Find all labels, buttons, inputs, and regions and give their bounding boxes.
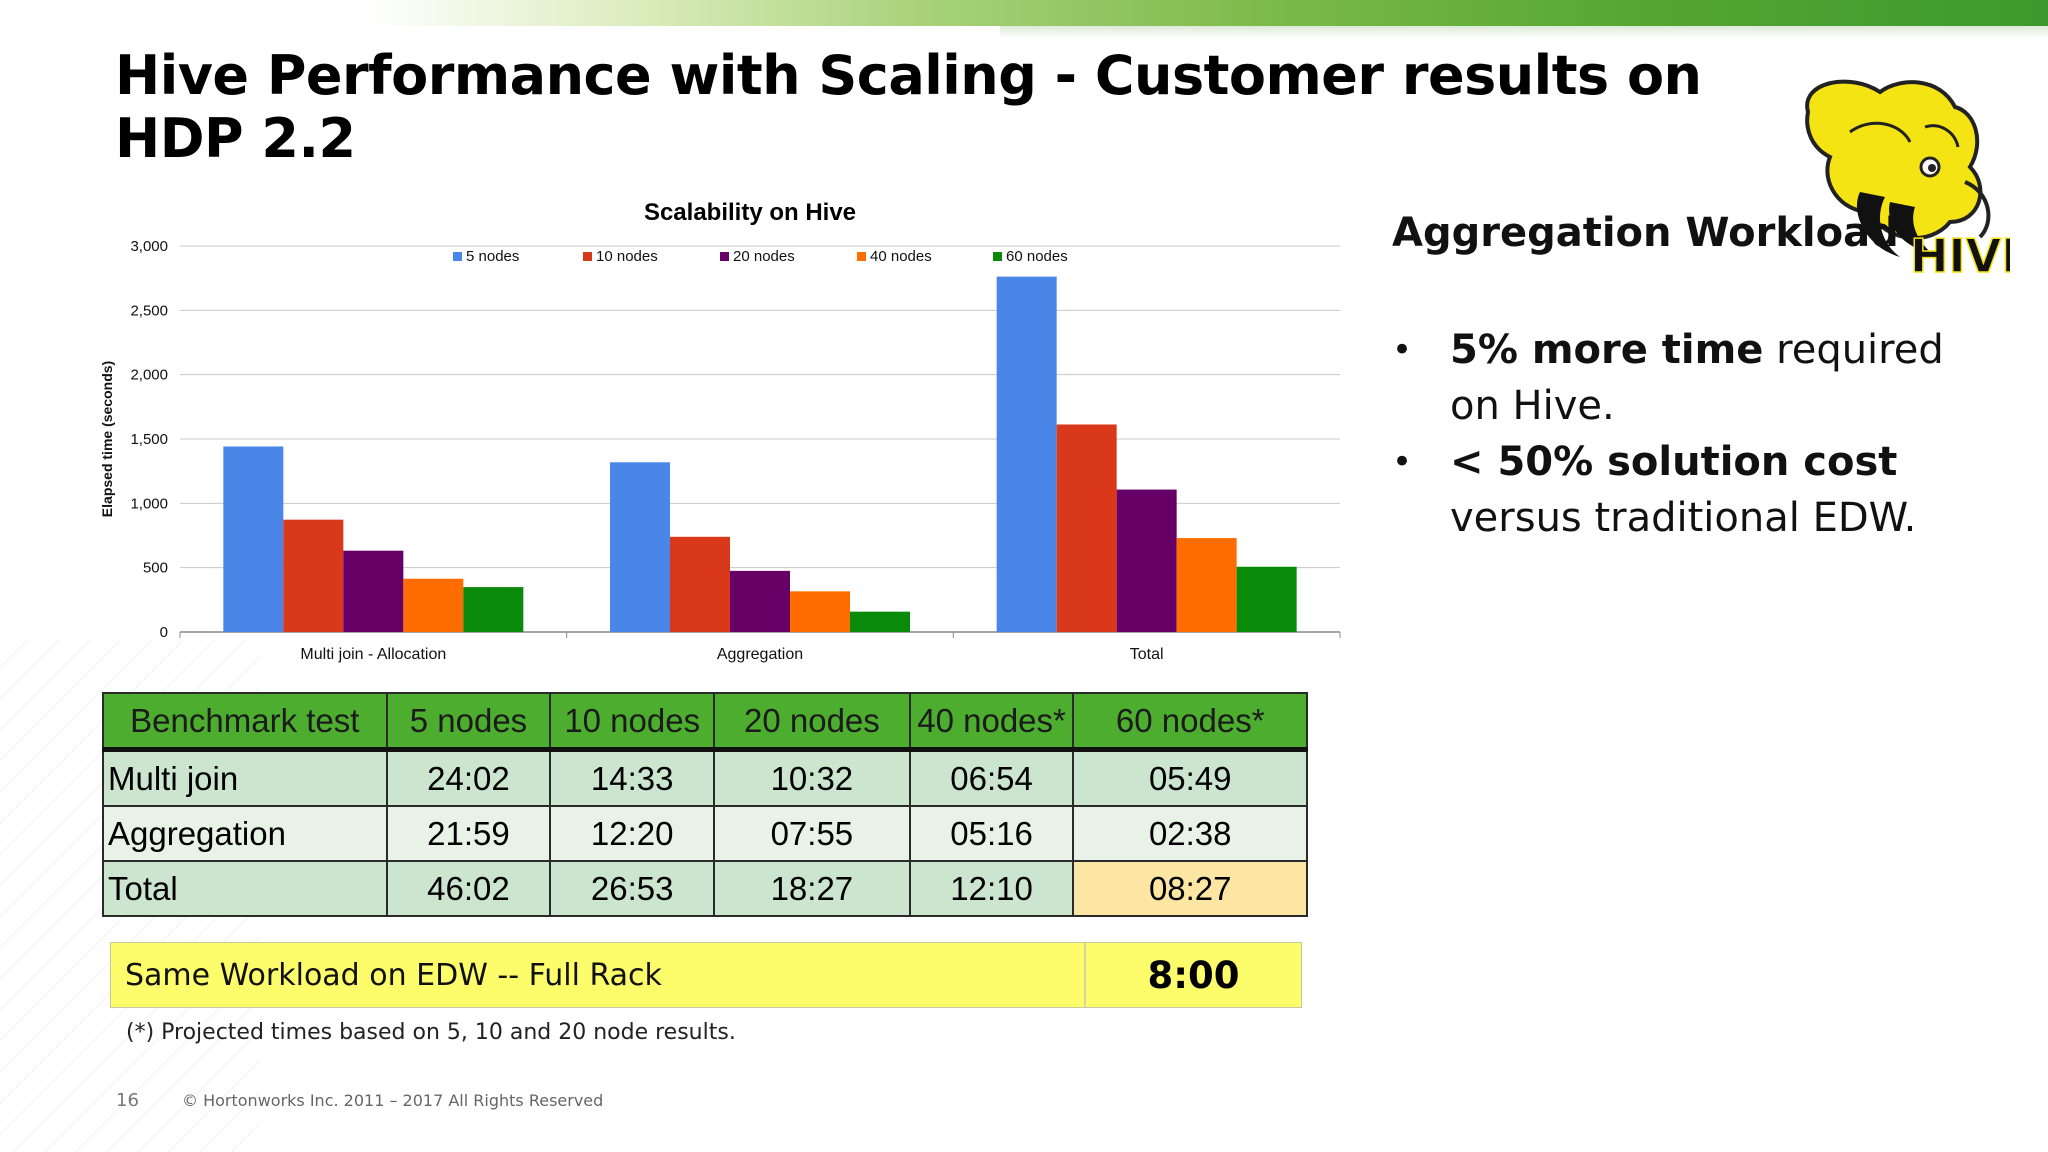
y-axis-label: Elapsed time (seconds) <box>99 361 115 517</box>
hive-logo: HIVE <box>1805 79 2010 282</box>
table-cell: 14:33 <box>549 748 716 807</box>
bullet-item: • < 50% solution cost versus traditional … <box>1392 434 1992 546</box>
legend-label: 60 nodes <box>1006 248 1068 265</box>
table-header-cell: 60 nodes* <box>1072 692 1308 752</box>
table-cell: 07:55 <box>713 805 911 862</box>
page-number: 16 <box>116 1090 139 1111</box>
workload-bullets: • 5% more time required on Hive. • < 50% s… <box>1392 322 1992 546</box>
table-cell: 05:16 <box>908 805 1075 862</box>
bullet-text: versus traditional EDW. <box>1450 495 1917 541</box>
table-cell: 21:59 <box>385 805 552 862</box>
table-header-cell: Benchmark test <box>102 692 388 752</box>
top-accent-shade <box>1000 26 2048 38</box>
legend-label: 10 nodes <box>596 248 658 265</box>
table-row: Multi join 24:02 14:33 10:32 06:54 05:49 <box>102 748 1308 807</box>
y-tick-label: 2,000 <box>130 367 168 384</box>
bar <box>463 587 524 632</box>
bar <box>610 462 670 632</box>
table-cell: 10:32 <box>713 748 911 807</box>
table-cell: Total <box>102 860 388 917</box>
legend-label: 40 nodes <box>870 248 932 265</box>
table-cell: 26:53 <box>549 860 716 917</box>
table-row: Aggregation 21:59 12:20 07:55 05:16 02:3… <box>102 805 1308 862</box>
footnote: (*) Projected times based on 5, 10 and 2… <box>126 1020 736 1045</box>
table-header-cell: 40 nodes* <box>908 692 1075 752</box>
legend-label: 20 nodes <box>733 248 795 265</box>
y-tick-label: 0 <box>160 624 168 641</box>
bar <box>1056 424 1117 632</box>
table-cell: 12:10 <box>908 860 1075 917</box>
legend-swatch <box>857 252 866 261</box>
table-cell: 24:02 <box>385 748 552 807</box>
bar <box>670 536 730 632</box>
table-cell: 05:49 <box>1072 748 1308 807</box>
edw-divider <box>1084 943 1086 1007</box>
y-tick-label: 3,000 <box>130 238 168 255</box>
bar <box>223 446 284 632</box>
bullet-dot-icon: • <box>1392 442 1413 482</box>
hive-logo-text: HIVE <box>1910 229 2010 282</box>
benchmark-table: Benchmark test 5 nodes 10 nodes 20 nodes… <box>102 692 1308 917</box>
legend-swatch <box>993 252 1002 261</box>
table-row: Total 46:02 26:53 18:27 12:10 08:27 <box>102 860 1308 917</box>
bar <box>790 591 850 632</box>
legend-label: 5 nodes <box>466 248 519 265</box>
bar <box>1176 538 1237 632</box>
y-tick-label: 1,000 <box>130 495 168 512</box>
bullet-text: required on Hive. <box>1450 327 1944 429</box>
bar <box>1116 489 1177 632</box>
bar <box>343 550 404 632</box>
y-tick-label: 500 <box>143 560 168 577</box>
top-accent-bar <box>0 0 2048 26</box>
bar <box>403 578 464 632</box>
chart-title: Scalability on Hive <box>644 199 856 226</box>
table-cell: 02:38 <box>1072 805 1308 862</box>
legend-swatch <box>453 252 462 261</box>
bar-chart: Scalability on Hive 0 500 1,000 1,500 2,000 2,… <box>99 199 1341 663</box>
legend-swatch <box>583 252 592 261</box>
edw-comparison-bar: Same Workload on EDW -- Full Rack 8:00 <box>110 942 1302 1008</box>
table-cell: 06:54 <box>908 748 1075 807</box>
workload-title: Aggregation Workload <box>1392 210 1899 256</box>
bar <box>730 570 790 632</box>
bar <box>283 519 344 632</box>
legend-swatch <box>720 252 729 261</box>
bullet-item: • 5% more time required on Hive. <box>1392 322 1992 434</box>
table-header-cell: 5 nodes <box>385 692 552 752</box>
y-tick-label: 2,500 <box>130 302 168 319</box>
table-cell: Multi join <box>102 748 388 807</box>
y-tick-label: 1,500 <box>130 431 168 448</box>
page-title: Hive Performance with Scaling - Customer… <box>115 44 1702 170</box>
table-cell: 18:27 <box>713 860 911 917</box>
edw-value: 8:00 <box>1147 953 1240 997</box>
bar <box>850 611 910 632</box>
table-header-cell: 20 nodes <box>713 692 911 752</box>
bullet-bold: < 50% solution cost <box>1450 439 1898 485</box>
table-header-cell: 10 nodes <box>549 692 716 752</box>
bullet-dot-icon: • <box>1392 330 1413 370</box>
edw-label: Same Workload on EDW -- Full Rack <box>125 957 662 993</box>
x-tick-label: Total <box>1130 646 1164 663</box>
copyright: © Hortonworks Inc. 2011 – 2017 All Right… <box>182 1091 604 1110</box>
table-header-row: Benchmark test 5 nodes 10 nodes 20 nodes… <box>102 692 1308 752</box>
bar <box>1236 566 1297 632</box>
table-cell: 12:20 <box>549 805 716 862</box>
bar <box>996 276 1057 632</box>
x-tick-label: Multi join - Allocation <box>300 646 446 663</box>
table-cell-highlighted: 08:27 <box>1072 860 1308 917</box>
x-tick-label: Aggregation <box>717 646 803 663</box>
table-cell: 46:02 <box>385 860 552 917</box>
table-cell: Aggregation <box>102 805 388 862</box>
bullet-bold: 5% more time <box>1450 327 1764 373</box>
hive-bee-elephant-logo-icon <box>1805 79 1991 257</box>
